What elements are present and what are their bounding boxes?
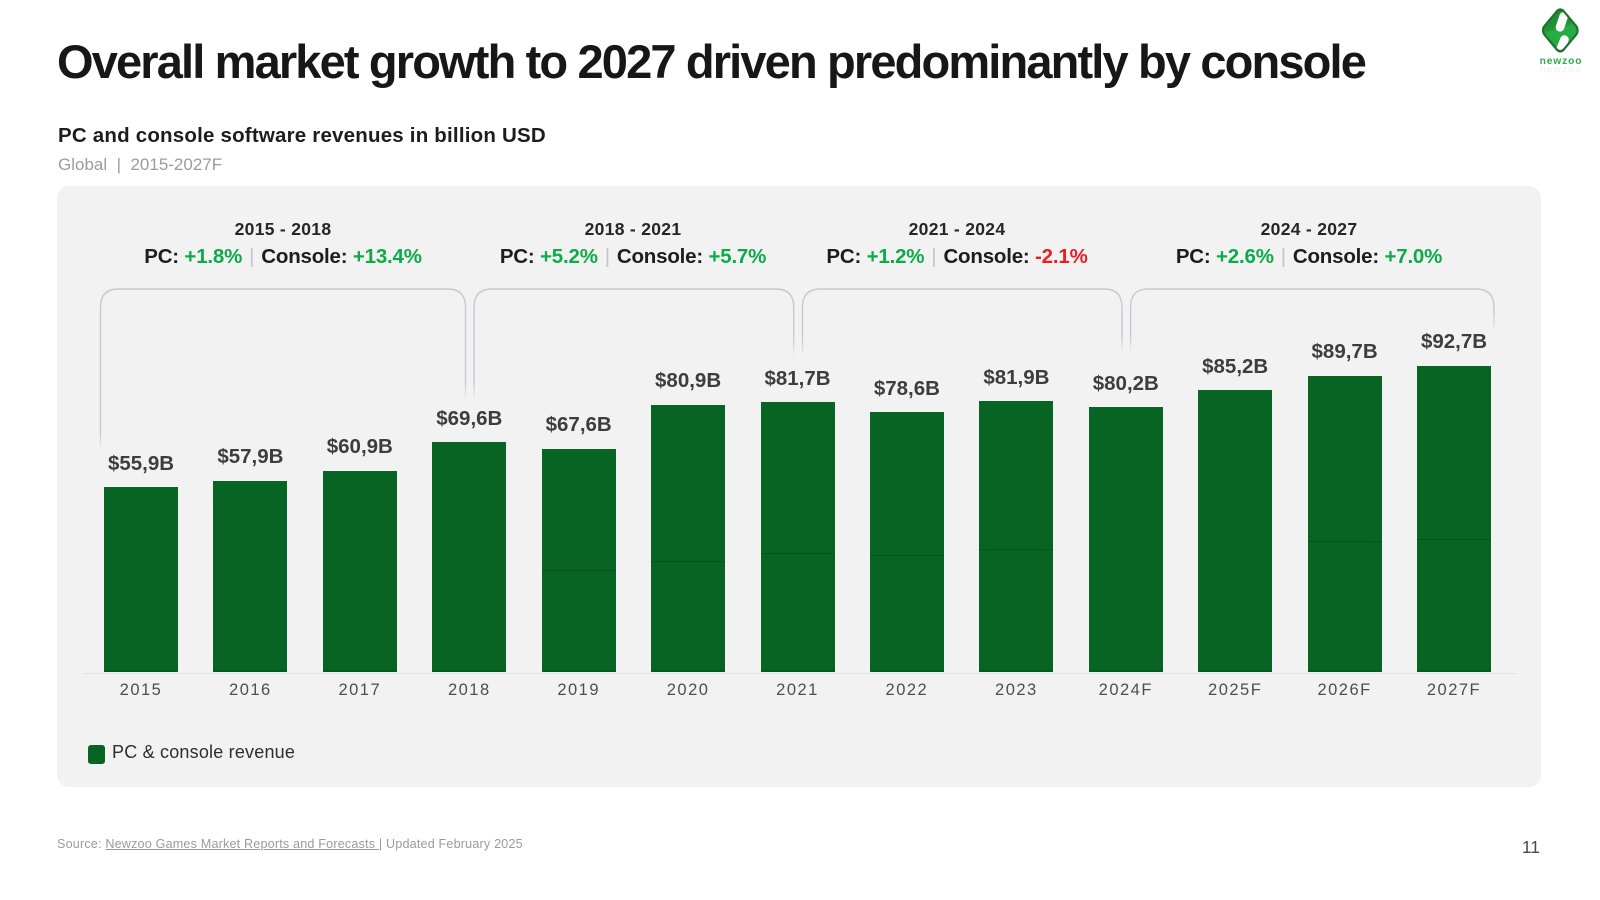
svg-text:newzoo: newzoo <box>1540 65 1583 75</box>
svg-text:newzoo: newzoo <box>1540 56 1583 67</box>
